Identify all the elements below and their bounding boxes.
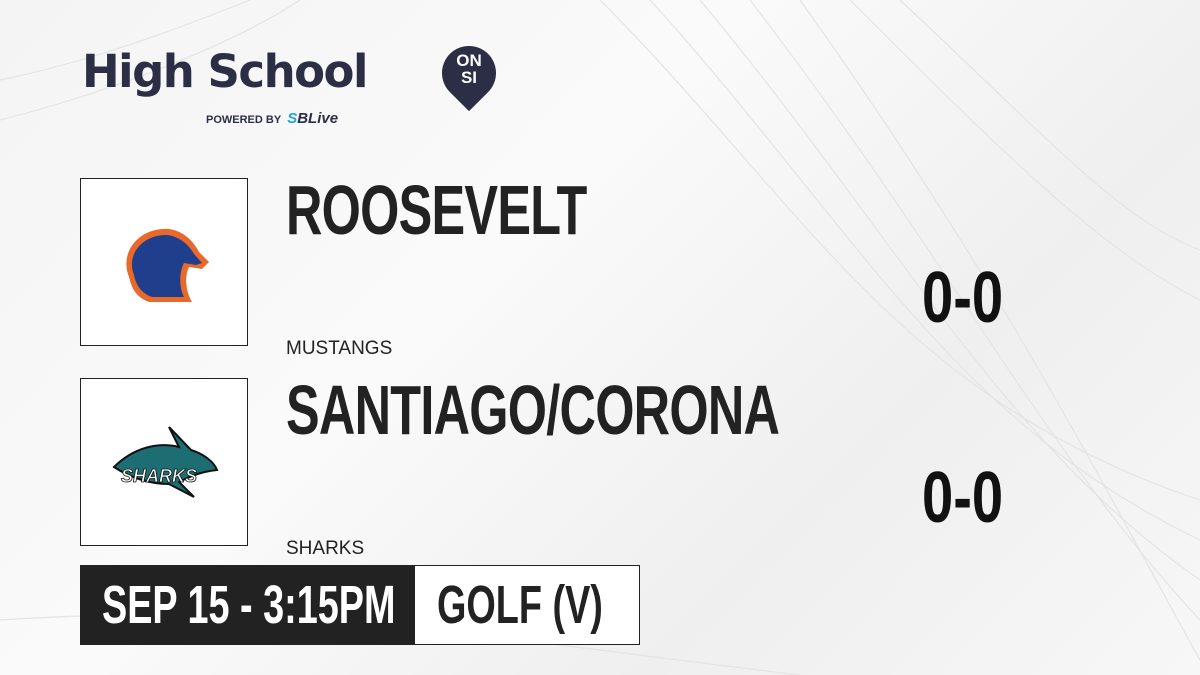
shark-logo-icon: SHARKS	[112, 426, 219, 498]
team-score: 0-0	[922, 458, 1004, 538]
team-mascot: SHARKS	[286, 538, 365, 559]
team-name: SANTIAGO/CORONA	[286, 371, 780, 449]
brand-logo[interactable]: High School ON SI POWERED BY SBLive	[82, 34, 508, 127]
game-info-bar: SEP 15 - 3:15PM GOLF (V)	[80, 565, 640, 645]
team-logo-santiago-corona: SHARKS	[80, 378, 248, 546]
svg-text:SHARKS: SHARKS	[121, 466, 197, 486]
powered-by: POWERED BY SBLive	[206, 110, 339, 127]
game-sport: GOLF (V)	[414, 565, 640, 645]
team-logo-roosevelt	[80, 178, 248, 346]
game-datetime: SEP 15 - 3:15PM	[80, 565, 414, 645]
mustang-logo-icon	[126, 228, 209, 302]
on-si-badge: ON SI	[456, 51, 482, 87]
sblive-logo: SBLive	[287, 110, 339, 127]
team-score: 0-0	[922, 258, 1004, 338]
team-mascot: MUSTANGS	[286, 338, 393, 359]
team-name: ROOSEVELT	[286, 171, 587, 249]
brand-title: High School	[82, 45, 368, 98]
